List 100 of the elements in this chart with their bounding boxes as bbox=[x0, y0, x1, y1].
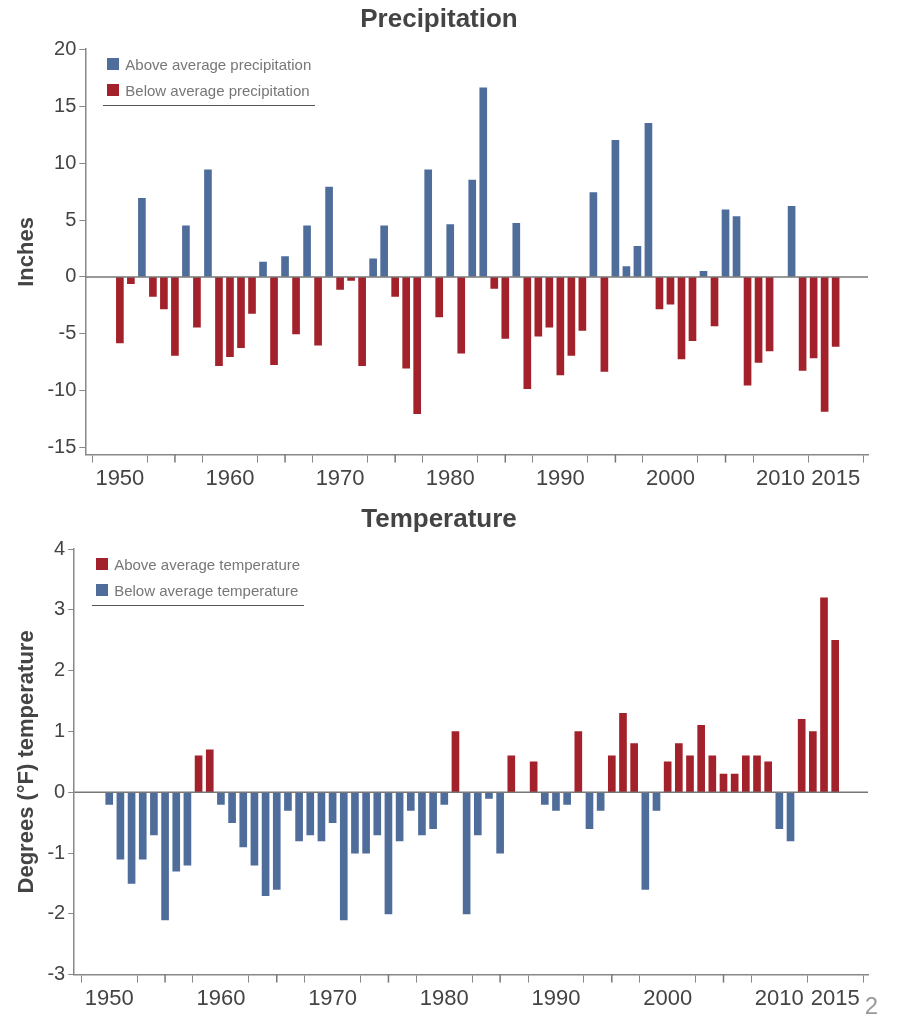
bar bbox=[435, 277, 444, 318]
legend-label: Above average temperature bbox=[114, 555, 301, 573]
bar bbox=[116, 792, 125, 860]
bar bbox=[743, 277, 752, 386]
bar bbox=[429, 792, 437, 830]
bar bbox=[272, 792, 281, 890]
bar bbox=[149, 277, 157, 297]
bar bbox=[523, 277, 532, 389]
bar bbox=[270, 277, 278, 365]
bar bbox=[204, 169, 212, 277]
y-tick-label: -5 bbox=[58, 321, 77, 344]
legend-label: Above average precipitation bbox=[125, 55, 312, 73]
bar bbox=[787, 206, 796, 277]
bar bbox=[507, 755, 516, 793]
bar bbox=[742, 755, 750, 793]
bar bbox=[556, 277, 565, 376]
bar bbox=[325, 186, 333, 277]
bar bbox=[217, 792, 225, 805]
bar bbox=[468, 179, 477, 277]
bar bbox=[820, 597, 828, 793]
bar bbox=[306, 792, 315, 836]
x-tick-label: 1980 bbox=[419, 984, 469, 1010]
y-tick-label: -3 bbox=[47, 962, 66, 985]
bar bbox=[809, 731, 817, 793]
bar bbox=[418, 792, 426, 836]
y-tick-label: 10 bbox=[54, 150, 77, 173]
x-tick-label: 1980 bbox=[425, 464, 475, 490]
x-tick-label: 1950 bbox=[84, 984, 134, 1010]
x-tick-label: 1970 bbox=[315, 464, 365, 490]
bar bbox=[567, 277, 576, 356]
bar bbox=[578, 277, 587, 331]
bar bbox=[688, 277, 697, 342]
bar bbox=[105, 792, 114, 805]
y-tick-label: -1 bbox=[47, 840, 66, 863]
y-tick-label: 4 bbox=[54, 536, 66, 559]
x-tick-label: 1990 bbox=[531, 984, 581, 1010]
bar bbox=[775, 792, 784, 830]
bar bbox=[765, 277, 774, 352]
bar bbox=[732, 216, 741, 277]
bar bbox=[451, 731, 460, 793]
bar bbox=[215, 277, 223, 367]
bar bbox=[754, 277, 763, 363]
bar bbox=[314, 277, 322, 346]
bar bbox=[619, 712, 627, 793]
bar bbox=[259, 261, 267, 277]
bar bbox=[585, 792, 594, 830]
bar bbox=[686, 755, 694, 793]
bar bbox=[496, 792, 504, 854]
bar bbox=[820, 277, 829, 412]
bar bbox=[708, 755, 717, 793]
bar bbox=[831, 277, 840, 347]
bar bbox=[402, 277, 411, 369]
bar bbox=[182, 225, 190, 277]
chart-title: Temperature bbox=[361, 502, 517, 533]
bar bbox=[413, 277, 422, 414]
bar bbox=[116, 277, 124, 344]
x-tick-label: 1950 bbox=[95, 464, 145, 490]
x-tick-label: 2010 bbox=[756, 464, 806, 490]
y-axis-title: Inches bbox=[13, 217, 39, 287]
bar bbox=[380, 225, 388, 277]
bar bbox=[237, 277, 245, 348]
bar bbox=[362, 792, 370, 854]
x-tick-label: 2010 bbox=[754, 984, 804, 1010]
x-tick-label: 1970 bbox=[308, 984, 358, 1010]
bar bbox=[552, 792, 560, 811]
bar bbox=[473, 792, 482, 836]
bar bbox=[205, 749, 214, 793]
bar bbox=[228, 792, 236, 823]
bar bbox=[479, 87, 488, 277]
y-tick-label: 2 bbox=[54, 658, 66, 681]
bar bbox=[250, 792, 259, 866]
y-tick-label: -15 bbox=[47, 435, 77, 458]
bar bbox=[292, 277, 300, 335]
bar bbox=[446, 224, 455, 277]
bar bbox=[641, 792, 650, 890]
bar bbox=[303, 225, 311, 277]
bar bbox=[574, 731, 583, 793]
bar bbox=[183, 792, 192, 866]
bar bbox=[351, 792, 359, 854]
x-tick-label: 2000 bbox=[643, 984, 693, 1010]
text: 2 bbox=[864, 992, 878, 1020]
bar bbox=[764, 761, 772, 793]
y-tick-label: 3 bbox=[54, 597, 66, 620]
bar bbox=[127, 792, 136, 884]
bar bbox=[239, 792, 248, 848]
bar bbox=[440, 792, 449, 805]
bar bbox=[226, 277, 234, 357]
bar bbox=[534, 277, 543, 337]
bar bbox=[391, 277, 399, 297]
bar bbox=[172, 792, 181, 872]
x-tick-label: 1960 bbox=[205, 464, 255, 490]
bar bbox=[424, 169, 433, 277]
y-tick-label: 1 bbox=[54, 719, 66, 742]
x-tick-label: 2000 bbox=[645, 464, 695, 490]
bar bbox=[281, 256, 289, 277]
bar bbox=[797, 719, 806, 793]
bar bbox=[611, 139, 620, 277]
bar bbox=[384, 792, 393, 915]
bar bbox=[336, 277, 344, 290]
bar bbox=[490, 277, 499, 289]
